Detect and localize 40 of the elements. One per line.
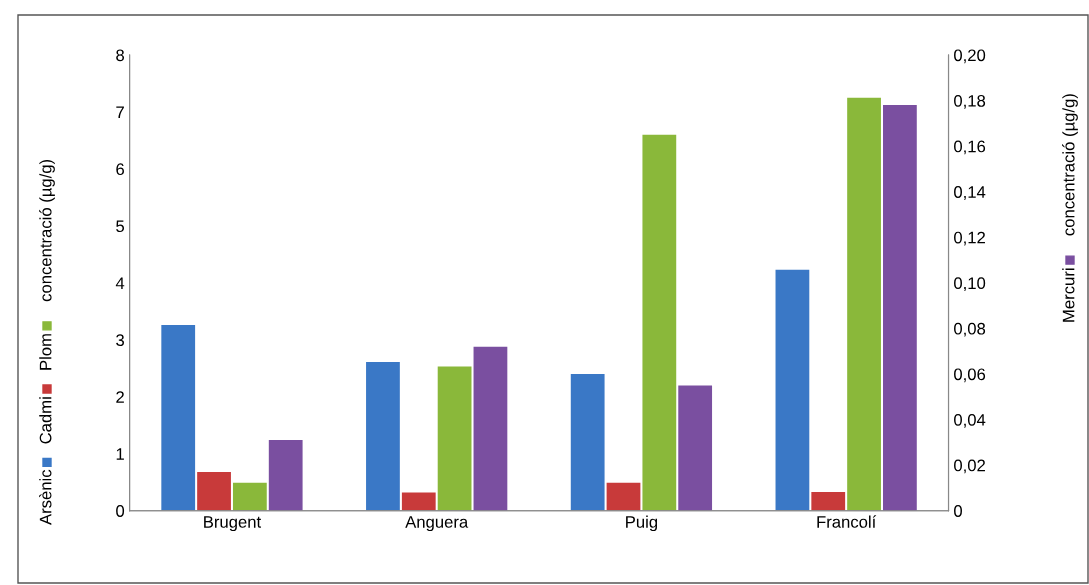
y-tick-label: 6 bbox=[116, 163, 124, 176]
y2-tick-label: 0,18 bbox=[954, 94, 986, 109]
y2-tick-label: 0,20 bbox=[954, 49, 986, 64]
y-axis-title: concentració (µg/g) bbox=[39, 159, 55, 302]
y-tick-label: 2 bbox=[116, 391, 124, 403]
y-tick-label: 8 bbox=[116, 49, 125, 62]
y-tick-label: 7 bbox=[116, 106, 124, 118]
y2-tick-label: 0,10 bbox=[954, 277, 986, 292]
y2-tick-label: 0,08 bbox=[954, 322, 986, 337]
bar bbox=[197, 471, 231, 511]
bar bbox=[606, 482, 641, 511]
y-tick-label: 0 bbox=[116, 505, 125, 517]
x-tick-label: Brugent bbox=[204, 516, 262, 532]
y2-axis-title: concentració (µg/g) bbox=[1062, 94, 1078, 236]
legend-label: Mercuri bbox=[1062, 268, 1075, 322]
legend-label: Cadmi bbox=[39, 397, 52, 444]
legend-label: Plom bbox=[39, 334, 52, 370]
x-tick-label: Anguera bbox=[405, 516, 469, 532]
x-tick-label: Puig bbox=[626, 515, 658, 532]
bar bbox=[366, 362, 400, 511]
y2-tick-label: 0,06 bbox=[954, 368, 986, 383]
y-tick-label: 5 bbox=[116, 220, 125, 233]
bar bbox=[811, 491, 846, 511]
bar bbox=[642, 134, 677, 511]
bar bbox=[268, 440, 303, 511]
y2-tick-label: 0,16 bbox=[954, 140, 986, 155]
y2-tick-label: 0,02 bbox=[954, 459, 985, 474]
y2-tick-label: 0,14 bbox=[954, 186, 986, 200]
y2-tick-label: 0 bbox=[954, 505, 962, 517]
x-tick-label: Francolí bbox=[817, 515, 877, 528]
legend-label: Arsènic bbox=[39, 469, 52, 525]
y-tick-label: 4 bbox=[115, 277, 125, 289]
y2-tick-label: 0,04 bbox=[954, 413, 986, 428]
y-tick-label: 1 bbox=[116, 448, 124, 460]
y2-tick-label: 0,12 bbox=[954, 231, 985, 246]
y-tick-label: 3 bbox=[116, 334, 124, 347]
bar bbox=[161, 325, 196, 511]
bar bbox=[775, 269, 810, 511]
bar bbox=[570, 373, 605, 511]
bar bbox=[401, 492, 436, 511]
